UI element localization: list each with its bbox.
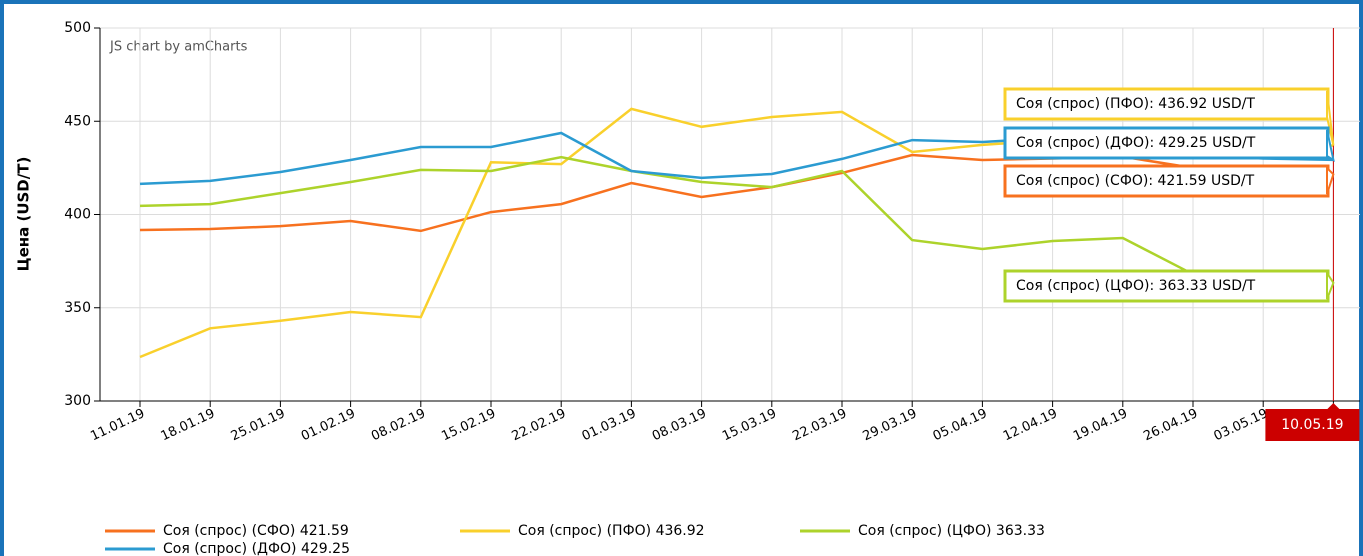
x-tick-label: 29.03.19	[861, 406, 920, 444]
series-line	[139, 155, 1334, 285]
legend-value: 436.92	[656, 523, 705, 539]
cursor-label: 10.05.19	[1281, 417, 1343, 433]
x-tick-label: 19.04.19	[1071, 406, 1130, 444]
legend-value: 421.59	[300, 523, 349, 539]
legend-name: Соя (спрос) (ЦФО)	[858, 523, 991, 539]
balloon-box	[1003, 164, 1330, 198]
balloon-pointer	[1326, 90, 1335, 146]
x-tick-label: 22.03.19	[790, 406, 849, 444]
legend-label: Соя (спрос) (ЦФО) 363.33	[858, 523, 1045, 539]
cursor-pointer	[1327, 403, 1340, 409]
x-tick-label: 26.04.19	[1141, 406, 1200, 444]
x-tick-label: 01.03.19	[580, 406, 639, 444]
balloon-label: Соя (спрос) (ДФО): 429.25 USD/T	[1016, 135, 1256, 151]
x-tick-label: 01.02.19	[299, 406, 358, 444]
balloon-box	[1003, 269, 1330, 303]
legend-value: 363.33	[996, 523, 1045, 539]
legend-label: Соя (спрос) (СФО) 421.59	[163, 523, 349, 539]
legend-label: Соя (спрос) (ПФО) 436.92	[518, 523, 705, 539]
x-tick-label: 08.03.19	[650, 406, 709, 444]
x-tick-label: 03.05.19	[1212, 406, 1271, 444]
balloon-label: Соя (спрос) (СФО): 421.59 USD/T	[1016, 173, 1255, 189]
y-tick-label: 350	[64, 300, 91, 316]
x-tick-label: 12.04.19	[1001, 406, 1060, 444]
x-tick-label: 22.02.19	[510, 406, 569, 444]
x-tick-label: 11.01.19	[88, 406, 147, 444]
x-tick-label: 25.01.19	[229, 406, 288, 444]
y-tick-label: 400	[64, 207, 91, 223]
credit: JS chart by amCharts	[109, 40, 248, 55]
balloon-pointer	[1326, 269, 1335, 300]
x-tick-label: 18.01.19	[159, 406, 218, 444]
y-axis-title: Цена (USD/T)	[15, 157, 33, 272]
x-tick-label: 08.02.19	[369, 406, 428, 444]
balloon-box	[1003, 87, 1330, 121]
legend-name: Соя (спрос) (СФО)	[163, 523, 295, 539]
y-tick-label: 500	[64, 20, 91, 36]
legend-value: 429.25	[301, 541, 350, 556]
legend-name: Соя (спрос) (ДФО)	[163, 541, 297, 556]
balloon-pointer	[1326, 165, 1335, 195]
x-tick-label: 05.04.19	[931, 406, 990, 444]
balloon-pointer	[1326, 129, 1335, 163]
y-tick-label: 450	[64, 113, 91, 129]
cursor-label-box	[1265, 409, 1360, 441]
x-tick-label: 15.02.19	[439, 406, 498, 444]
balloon-label: Соя (спрос) (ЦФО): 363.33 USD/T	[1016, 278, 1256, 294]
legend-label: Соя (спрос) (ДФО) 429.25	[163, 541, 350, 556]
y-tick-label: 300	[64, 393, 91, 409]
balloon-label: Соя (спрос) (ПФО): 436.92 USD/T	[1016, 96, 1255, 112]
legend-name: Соя (спрос) (ПФО)	[518, 523, 651, 539]
x-tick-label: 15.03.19	[720, 406, 779, 444]
